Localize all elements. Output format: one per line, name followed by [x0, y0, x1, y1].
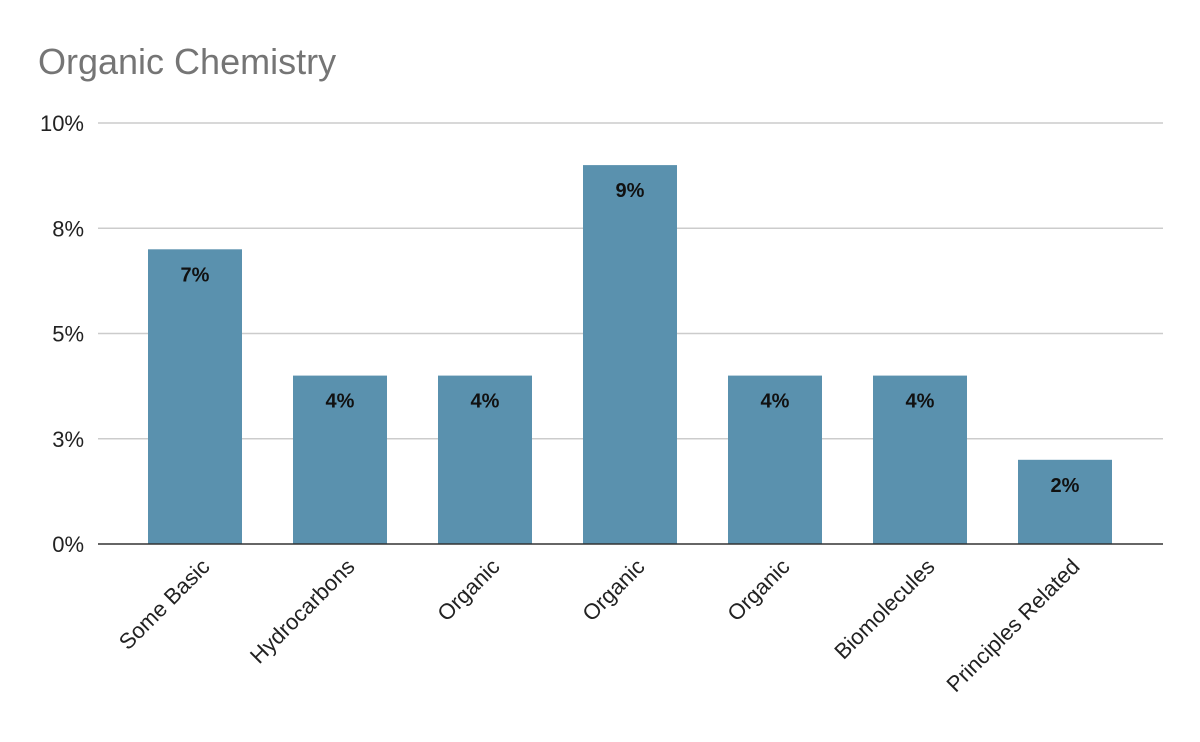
value-label: 4%: [471, 391, 500, 413]
y-tick-label: 8%: [52, 216, 84, 241]
y-tick-label: 10%: [40, 111, 84, 136]
bar: [873, 375, 967, 544]
bar: [438, 375, 532, 544]
value-label: 9%: [616, 180, 645, 202]
value-label: 4%: [326, 391, 355, 413]
y-tick-label: 5%: [52, 322, 84, 347]
value-label: 7%: [181, 264, 210, 286]
bar: [728, 375, 822, 544]
chart-title: Organic Chemistry: [38, 41, 336, 82]
y-tick-label: 3%: [52, 427, 84, 452]
bar: [293, 375, 387, 544]
bar: [583, 165, 677, 544]
y-tick-label: 0%: [52, 532, 84, 557]
bar: [148, 249, 242, 545]
value-label: 2%: [1051, 475, 1080, 497]
value-label: 4%: [761, 391, 790, 413]
value-label: 4%: [906, 391, 935, 413]
bar: [1018, 459, 1112, 544]
